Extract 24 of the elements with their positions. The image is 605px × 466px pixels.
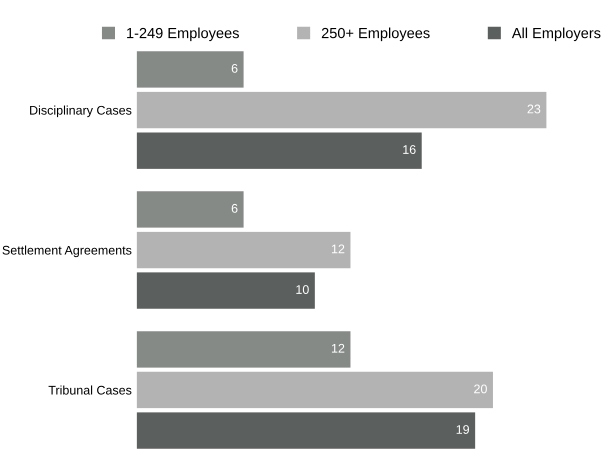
data-label: 6 bbox=[232, 64, 238, 73]
bar bbox=[136, 132, 422, 169]
bar bbox=[136, 51, 244, 88]
bar bbox=[136, 232, 350, 268]
bar bbox=[136, 372, 493, 408]
bar bbox=[136, 272, 315, 309]
legend-label: 1-249 Employees bbox=[127, 28, 239, 42]
y-tick-label: Disciplinary Cases bbox=[30, 106, 132, 118]
data-label: 16 bbox=[403, 145, 416, 154]
y-tick-label: Settlement Agreements bbox=[2, 245, 132, 258]
data-label: 6 bbox=[232, 204, 238, 213]
y-tick-label: Tribunal Cases bbox=[48, 385, 132, 395]
legend-label: All Employers bbox=[512, 28, 600, 42]
data-label: 19 bbox=[456, 425, 470, 434]
data-label: 23 bbox=[528, 104, 540, 114]
data-label: 12 bbox=[332, 344, 344, 353]
bar bbox=[136, 412, 476, 449]
bar bbox=[136, 191, 244, 228]
data-label: 20 bbox=[474, 384, 487, 394]
bar bbox=[136, 331, 350, 368]
bar bbox=[136, 92, 546, 128]
data-label: 10 bbox=[296, 285, 309, 294]
legend-label: 250+ Employees bbox=[322, 28, 430, 42]
data-label: 12 bbox=[332, 244, 344, 254]
